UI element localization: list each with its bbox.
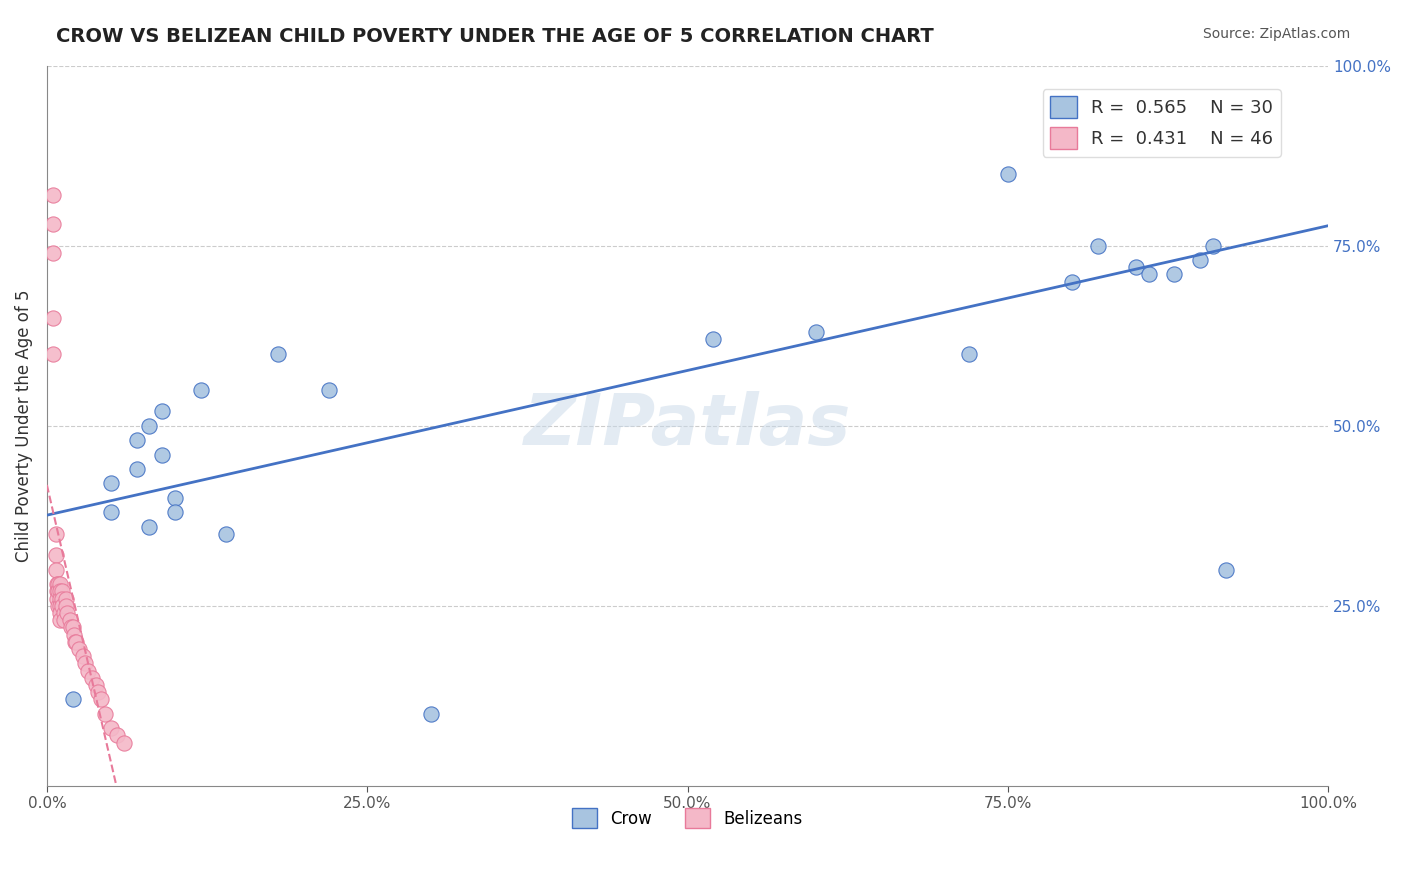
Point [48,606,70,620]
Point [46,584,69,599]
Point [190,383,212,397]
Legend: Crow, Belizeans: Crow, Belizeans [565,801,810,835]
Point [48,577,70,591]
Point [125,462,148,476]
Point [52,613,75,627]
Point [55,591,77,606]
Point [80,671,103,685]
Point [67,642,90,657]
Point [48,584,70,599]
Point [1112,130,1135,145]
Point [90,692,112,706]
Point [150,448,173,462]
Point [163,491,186,505]
Point [75,657,97,671]
Point [48,577,70,591]
Point [266,346,288,360]
Point [997,167,1019,181]
Point [48,591,70,606]
Point [804,325,827,339]
Point [957,346,980,360]
Point [87,685,110,699]
Point [63,634,86,648]
Point [1087,238,1109,252]
Point [77,664,100,678]
Point [163,505,186,519]
Point [100,476,122,491]
Point [56,606,79,620]
Point [1163,268,1185,282]
Point [100,721,122,735]
Point [48,599,70,613]
Text: ZIPatlas: ZIPatlas [524,392,851,460]
Point [48,584,70,599]
Point [62,620,84,634]
Point [105,728,128,742]
Point [51,584,73,599]
Point [112,735,135,749]
Point [55,599,77,613]
Point [45,526,67,541]
Point [100,505,122,519]
Point [62,627,84,641]
Point [51,599,73,613]
Point [46,577,69,591]
Point [1137,268,1160,282]
Point [420,706,443,721]
Point [138,519,160,533]
Point [45,563,67,577]
Point [48,599,70,613]
Point [46,591,69,606]
Point [1253,95,1275,109]
Point [138,418,160,433]
Point [42,188,65,202]
Point [48,613,70,627]
Point [72,649,94,664]
Point [42,245,65,260]
Point [42,217,65,231]
Point [93,706,115,721]
Point [125,433,148,447]
Point [59,613,82,627]
Point [1215,563,1237,577]
Point [42,346,65,360]
Text: CROW VS BELIZEAN CHILD POVERTY UNDER THE AGE OF 5 CORRELATION CHART: CROW VS BELIZEAN CHILD POVERTY UNDER THE… [56,27,934,45]
Point [45,549,67,563]
Point [51,591,73,606]
Point [65,634,87,648]
Point [1060,275,1083,289]
Point [52,606,75,620]
Text: Source: ZipAtlas.com: Source: ZipAtlas.com [1202,27,1350,41]
Point [1125,260,1147,275]
Point [150,404,173,418]
Point [1202,238,1225,252]
Point [702,332,724,346]
Y-axis label: Child Poverty Under the Age of 5: Child Poverty Under the Age of 5 [15,289,32,562]
Point [318,383,340,397]
Point [215,526,238,541]
Point [84,678,107,692]
Point [42,310,65,325]
Point [62,692,84,706]
Point [60,620,83,634]
Point [1188,253,1211,268]
